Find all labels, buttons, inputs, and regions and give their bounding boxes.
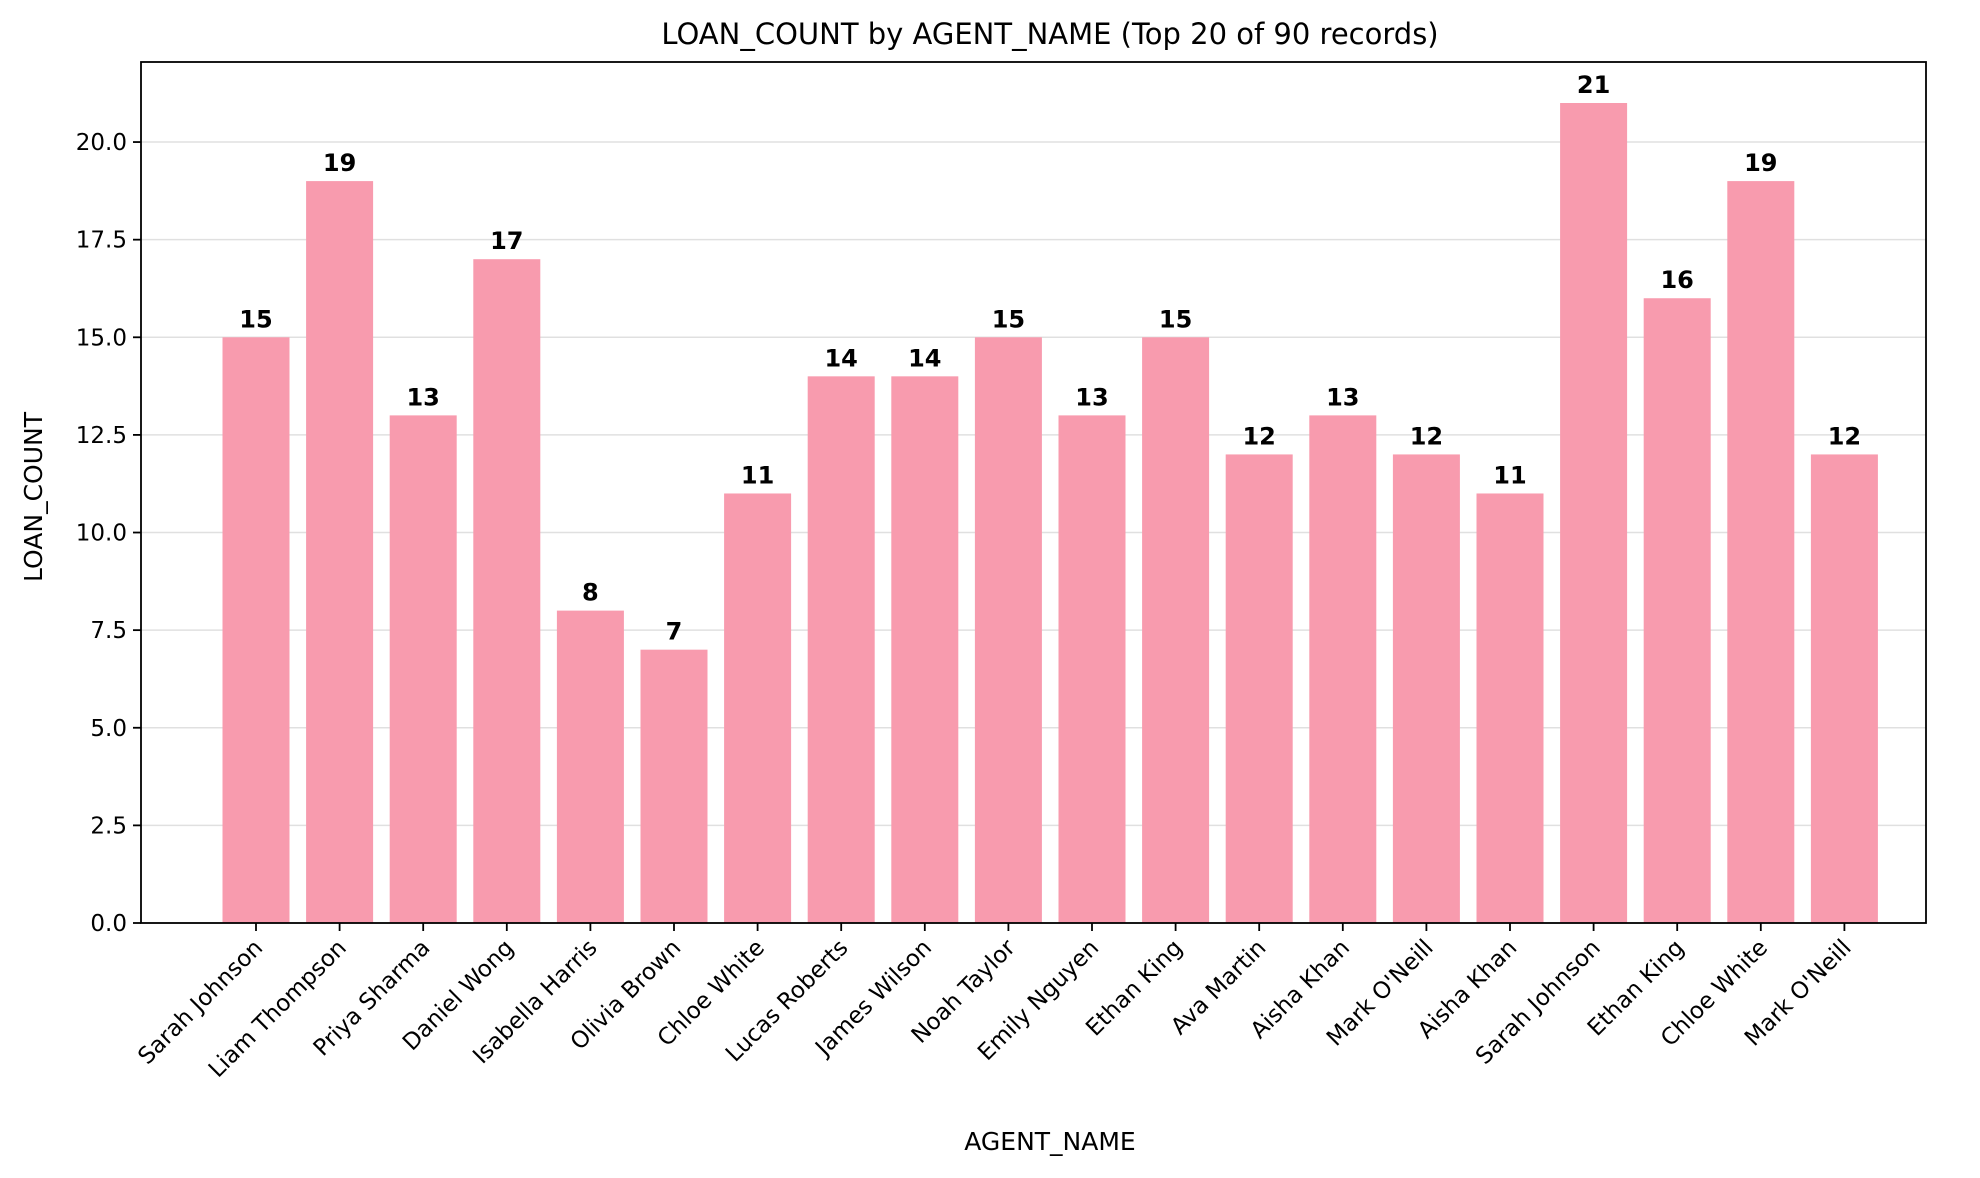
x-axis-label: AGENT_NAME: [964, 1127, 1135, 1156]
data-label: 17: [490, 227, 523, 255]
bar: [1225, 454, 1293, 923]
y-tick-label: 10.0: [76, 521, 127, 547]
y-tick-label: 5.0: [90, 716, 127, 742]
bar: [1560, 103, 1628, 923]
bar: [1392, 454, 1460, 923]
data-label: 11: [741, 461, 774, 489]
y-tick-label: 2.5: [90, 813, 127, 839]
data-label: 14: [824, 344, 857, 372]
bar: [807, 376, 875, 923]
data-label: 16: [1660, 266, 1693, 294]
data-label: 8: [582, 579, 599, 607]
bar: [473, 259, 541, 923]
data-label: 21: [1577, 71, 1610, 99]
bar: [1643, 298, 1711, 923]
y-tick-label: 20.0: [76, 130, 127, 156]
chart-title: LOAN_COUNT by AGENT_NAME (Top 20 of 90 r…: [661, 17, 1438, 51]
data-label: 7: [666, 618, 683, 646]
bar: [1476, 493, 1544, 923]
bar: [724, 493, 792, 923]
y-axis-label: LOAN_COUNT: [19, 411, 48, 582]
bar: [1058, 415, 1126, 923]
bar: [556, 610, 624, 923]
data-label: 12: [1242, 422, 1275, 450]
plot-frame: [140, 61, 1927, 924]
data-label: 12: [1410, 422, 1443, 450]
bar: [222, 337, 290, 923]
bar: [1142, 337, 1210, 923]
data-label: 13: [406, 383, 439, 411]
bar: [306, 181, 374, 924]
y-axis: 0.0 2.5 5.0 7.5 10.0 12.5 15.0 17.5 20.0: [76, 130, 141, 937]
y-tick-label: 0.0: [90, 911, 127, 937]
y-tick-label: 7.5: [90, 618, 127, 644]
data-label: 15: [992, 305, 1025, 333]
bar: [389, 415, 457, 923]
bar: [974, 337, 1042, 923]
data-label: 13: [1075, 383, 1108, 411]
bars: [222, 103, 1878, 924]
data-label: 13: [1326, 383, 1359, 411]
y-tick-label: 15.0: [76, 325, 127, 351]
y-tick-label: 12.5: [76, 423, 127, 449]
x-tick-label: Liam Thompson: [204, 935, 352, 1083]
data-label: 11: [1493, 461, 1526, 489]
data-label: 12: [1828, 422, 1861, 450]
bar: [1309, 415, 1377, 923]
data-label: 15: [239, 305, 272, 333]
data-labels: 15 19 13 17 8 7 11 14 14 15 13 15 12 13 12 11 21 16 19 12: [239, 71, 1861, 646]
bar: [1727, 181, 1795, 924]
data-label: 14: [908, 344, 941, 372]
bar: [1810, 454, 1878, 923]
data-label: 19: [1744, 149, 1777, 177]
bar: [891, 376, 959, 923]
bar: [640, 649, 708, 923]
data-label: 19: [323, 149, 356, 177]
y-tick-label: 17.5: [76, 228, 127, 254]
data-label: 15: [1159, 305, 1192, 333]
